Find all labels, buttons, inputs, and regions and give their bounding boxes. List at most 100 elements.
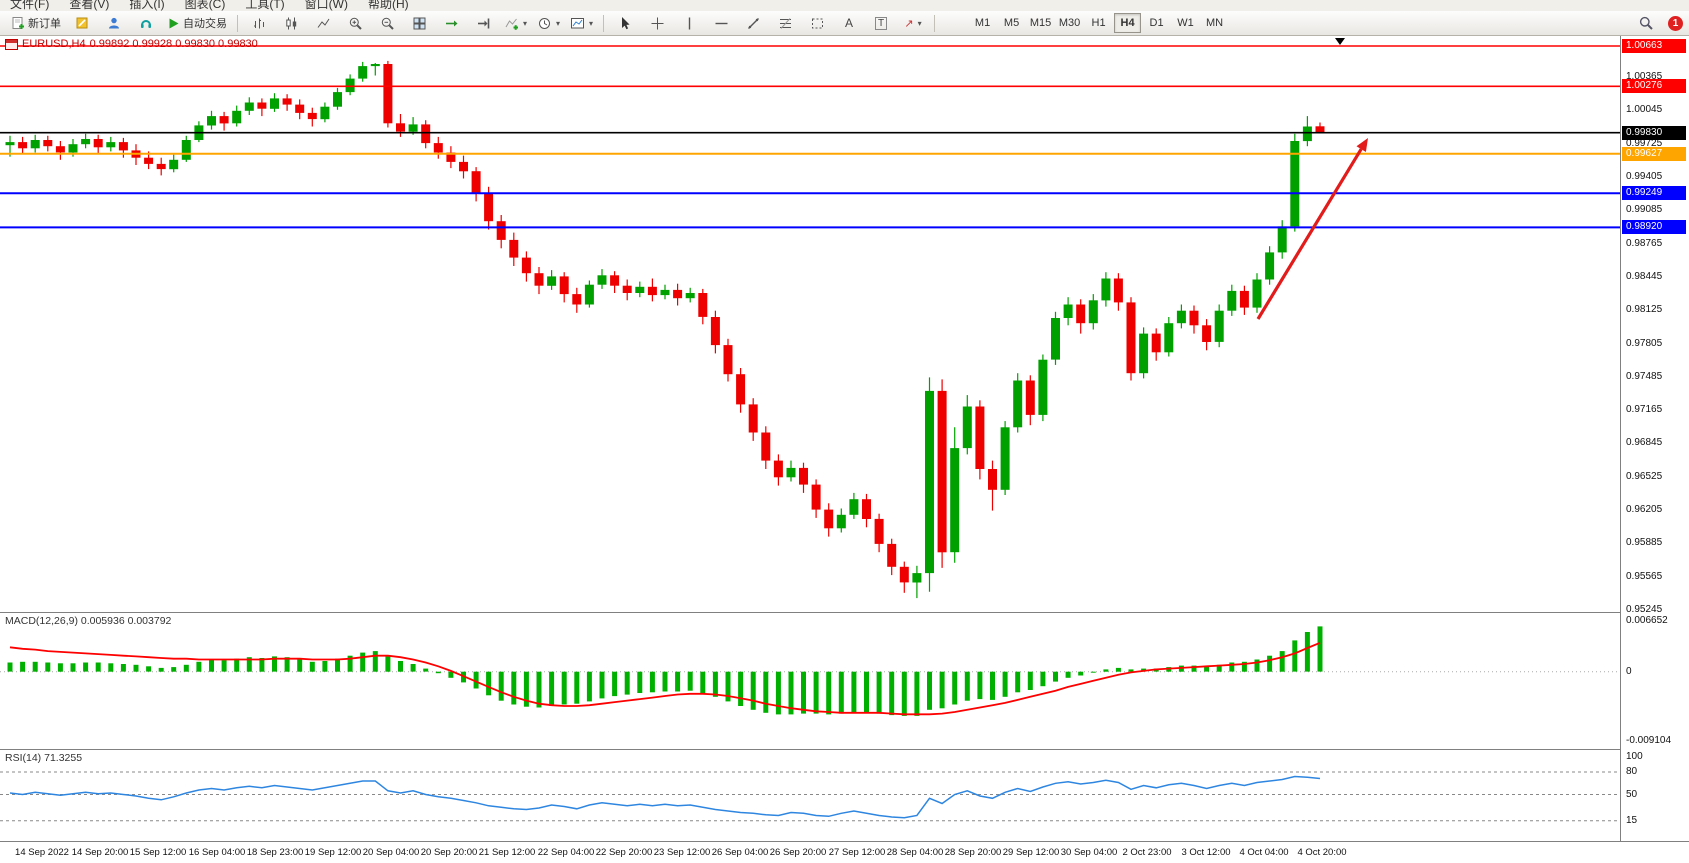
time-axis-label: 30 Sep 04:00 [1060,847,1118,858]
triangle-marker-annotation[interactable] [1335,38,1345,45]
price-line-badge: 0.99249 [1622,186,1686,200]
macd-indicator-pane[interactable]: MACD(12,26,9) 0.005936 0.003792 [0,613,1620,749]
autoscroll-icon [445,20,457,26]
timeframe-button-h1[interactable]: H1 [1091,17,1106,29]
menu-item[interactable]: 窗口(W) [304,0,348,11]
macd-scale-label: -0.009104 [1626,735,1672,746]
price-line-badge: 1.00276 [1622,79,1686,93]
autotrading-button[interactable]: 自动交易 [163,12,231,34]
horizontal-line-button[interactable] [706,12,736,34]
timeframe-button-h4[interactable]: H4 [1114,13,1142,33]
headset-icon [141,20,151,28]
line-chart-button[interactable] [308,12,338,34]
tile-windows-button[interactable] [404,12,434,34]
menu-item[interactable]: 查看(V) [69,0,110,11]
clock-icon [539,17,551,29]
notification-count: 1 [1672,17,1679,29]
trendline-icon [747,17,759,29]
rsi-chart-canvas[interactable] [0,750,1620,841]
ohlc-values: 0.99892 0.99928 0.99830 0.99830 [89,38,258,50]
time-axis-label: 15 Sep 12:00 [129,847,187,858]
price-axis[interactable]: 1.00365 1.00045 0.99725 0.99405 0.99085 0.987… [1620,36,1689,841]
price-tick-label: 0.99725 [1626,138,1663,149]
templates-button[interactable]: ▾ [566,12,597,34]
crosshair-button[interactable] [642,12,672,34]
fibonacci-button[interactable] [770,12,800,34]
cursor-button[interactable] [610,12,640,34]
timeframe-button-m5[interactable]: M5 [1003,17,1020,29]
periods-button[interactable]: ▾ [533,12,564,34]
metaeditor-button[interactable] [67,12,97,34]
community-button[interactable] [99,12,129,34]
price-tick-label: 0.99085 [1626,204,1663,215]
vertical-line-button[interactable] [674,12,704,34]
text-label-button[interactable]: T [866,12,896,34]
time-axis-label: 4 Oct 20:00 [1297,847,1347,858]
chart-area: EURUSD,H4 0.99892 0.99928 0.99830 0.9983… [0,36,1689,863]
price-tick-label: 0.98765 [1626,238,1663,249]
time-axis-label: 28 Sep 20:00 [944,847,1002,858]
price-tick-label: 1.00045 [1626,104,1663,115]
metaeditor-icon [76,17,88,29]
timeframe-button-d1[interactable]: D1 [1149,17,1164,29]
menu-item[interactable]: 帮助(H) [367,0,409,11]
text-label-icon: T [874,16,888,30]
menu-item[interactable]: 工具(T) [245,0,285,11]
chevron-down-icon: ▾ [589,18,594,28]
timeframe-button-w1[interactable]: W1 [1177,17,1194,29]
new-order-button[interactable]: 新订单 [7,12,65,34]
chevron-down-icon: ▾ [556,18,561,28]
arrow-object-icon: ↗ [904,17,914,30]
main-chart-pane[interactable]: EURUSD,H4 0.99892 0.99928 0.99830 0.9983… [0,36,1620,612]
timeframe-button-m15[interactable]: M15 [1029,17,1052,29]
autoscroll-button[interactable] [436,12,466,34]
text-button[interactable]: A [834,12,864,34]
vertical-line-icon [688,17,690,29]
time-axis-label: 20 Sep 04:00 [362,847,420,858]
timeframe-button-m1[interactable]: M1 [974,17,991,29]
pane-splitter[interactable] [0,612,1689,613]
macd-label: MACD(12,26,9) 0.005936 0.003792 [5,615,172,627]
time-axis-label: 26 Sep 04:00 [711,847,769,858]
rsi-scale-label: 15 [1626,815,1638,826]
price-tick-label: 0.97165 [1626,404,1663,415]
macd-chart-canvas[interactable] [0,613,1620,749]
candlestick-chart-button[interactable] [276,12,306,34]
rsi-scale-label: 50 [1626,789,1638,800]
rsi-indicator-pane[interactable]: RSI(14) 71.3255 [0,750,1620,841]
price-line-badge: 0.99627 [1622,147,1686,161]
time-axis[interactable]: 14 Sep 2022 14 Sep 20:00 15 Sep 12:00 16 Se… [0,841,1689,863]
search-button[interactable] [1631,12,1661,34]
menu-item[interactable]: 文件(F) [10,0,50,11]
trendline-button[interactable] [738,12,768,34]
indicators-button[interactable]: ▾ [500,12,531,34]
search-icon [1639,16,1653,30]
text-icon: A [845,16,854,30]
separator [237,14,238,32]
timeframe-toolbar: M1 M5 M15 M30 H1 H4 D1 W1 MN [968,13,1229,33]
rsi-label: RSI(14) 71.3255 [5,752,83,764]
person-icon [109,17,119,29]
chart-shift-button[interactable] [468,12,498,34]
time-axis-label: 26 Sep 20:00 [769,847,827,858]
bar-chart-button[interactable] [244,12,274,34]
rsi-scale-label: 100 [1626,751,1643,762]
menu-item[interactable]: 插入(I) [129,0,165,11]
timeframe-button-m30[interactable]: M30 [1058,17,1081,29]
zoom-out-icon [381,17,394,30]
support-button[interactable] [131,12,161,34]
menu-bar[interactable]: 文件(F) 查看(V) 插入(I) 图表(C) 工具(T) 窗口(W) 帮助(H) [0,0,1689,11]
zoom-out-button[interactable] [372,12,402,34]
trend-arrow-annotation[interactable] [1256,138,1368,320]
macd-scale-label: 0.006652 [1626,615,1668,626]
timeframe-button-mn[interactable]: MN [1205,17,1224,29]
new-order-icon [12,17,24,29]
pane-splitter[interactable] [0,749,1689,750]
notification-badge[interactable]: 1 [1668,15,1683,31]
candlestick-chart-canvas[interactable] [0,36,1620,612]
time-axis-label: 29 Sep 12:00 [1002,847,1060,858]
arrows-objects-button[interactable]: ↗ ▾ [898,12,928,34]
menu-item[interactable]: 图表(C) [184,0,226,11]
shapes-button[interactable] [802,12,832,34]
zoom-in-button[interactable] [340,12,370,34]
